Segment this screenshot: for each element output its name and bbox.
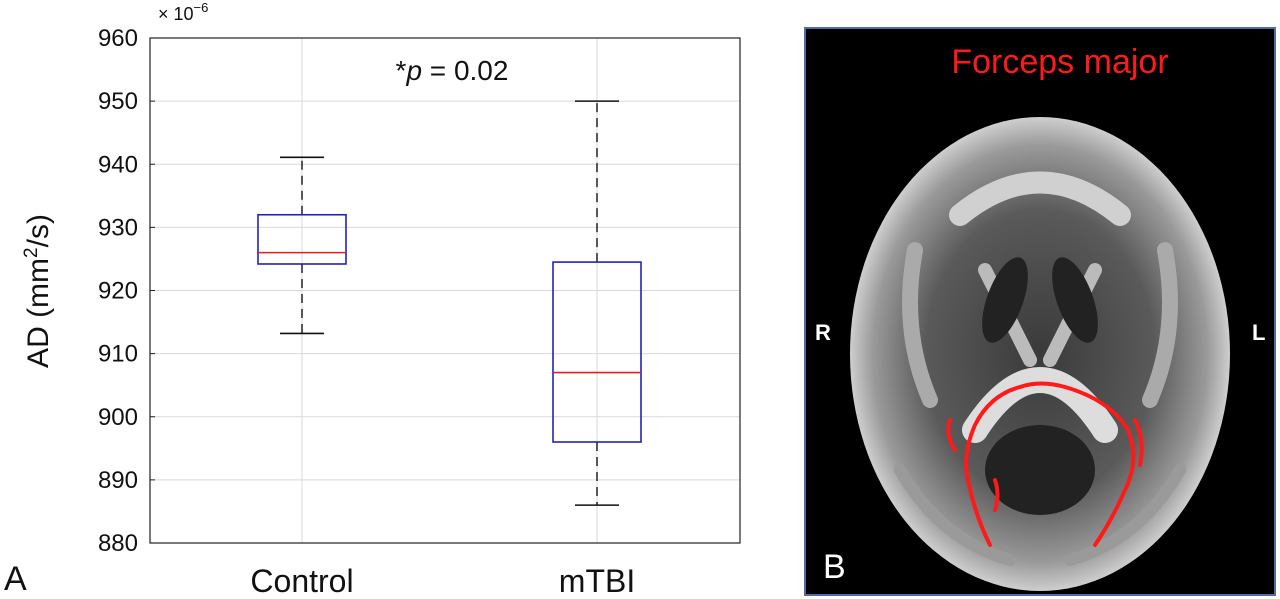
panel-label-b: B <box>823 548 846 586</box>
grid-lines <box>150 37 740 544</box>
brain-outline <box>850 117 1230 591</box>
y-tick-label: 930 <box>98 214 138 241</box>
box-series <box>257 100 642 506</box>
left-side-label: L <box>1252 320 1265 345</box>
x-tick-label-mtbi: mTBI <box>559 563 635 599</box>
forceps-major-tract <box>946 381 1144 547</box>
brain-image-panel: Forceps major R L B <box>804 27 1276 596</box>
y-tick-label: 900 <box>98 404 138 431</box>
box-control <box>257 156 347 335</box>
plot-frame <box>149 37 741 544</box>
y-tick-label: 920 <box>98 278 138 305</box>
y-axis-ticks: 880 890 900 910 920 930 940 950 960 <box>98 25 138 557</box>
y-tick-label: 940 <box>98 151 138 178</box>
y-tick-label: 890 <box>98 467 138 494</box>
p-value-annotation: *p = 0.02 <box>396 55 509 86</box>
y-tick-label: 960 <box>98 25 138 52</box>
y-axis-label: AD (mm2/s) <box>21 214 55 368</box>
brain-title: Forceps major <box>951 43 1168 81</box>
box-iqr <box>257 213 347 265</box>
y-axis-multiplier: × 10−6 <box>158 0 208 24</box>
box-iqr <box>552 261 642 443</box>
y-tick-label: 910 <box>98 341 138 368</box>
x-axis-categories: Control mTBI <box>250 563 635 599</box>
ventricles <box>982 257 1098 515</box>
panel-label-a: A <box>4 560 27 598</box>
y-tick-label: 950 <box>98 88 138 115</box>
right-side-label: R <box>815 320 831 345</box>
box-mtbi <box>552 100 642 506</box>
x-tick-label-control: Control <box>250 563 353 599</box>
y-tick-label: 880 <box>98 530 138 557</box>
